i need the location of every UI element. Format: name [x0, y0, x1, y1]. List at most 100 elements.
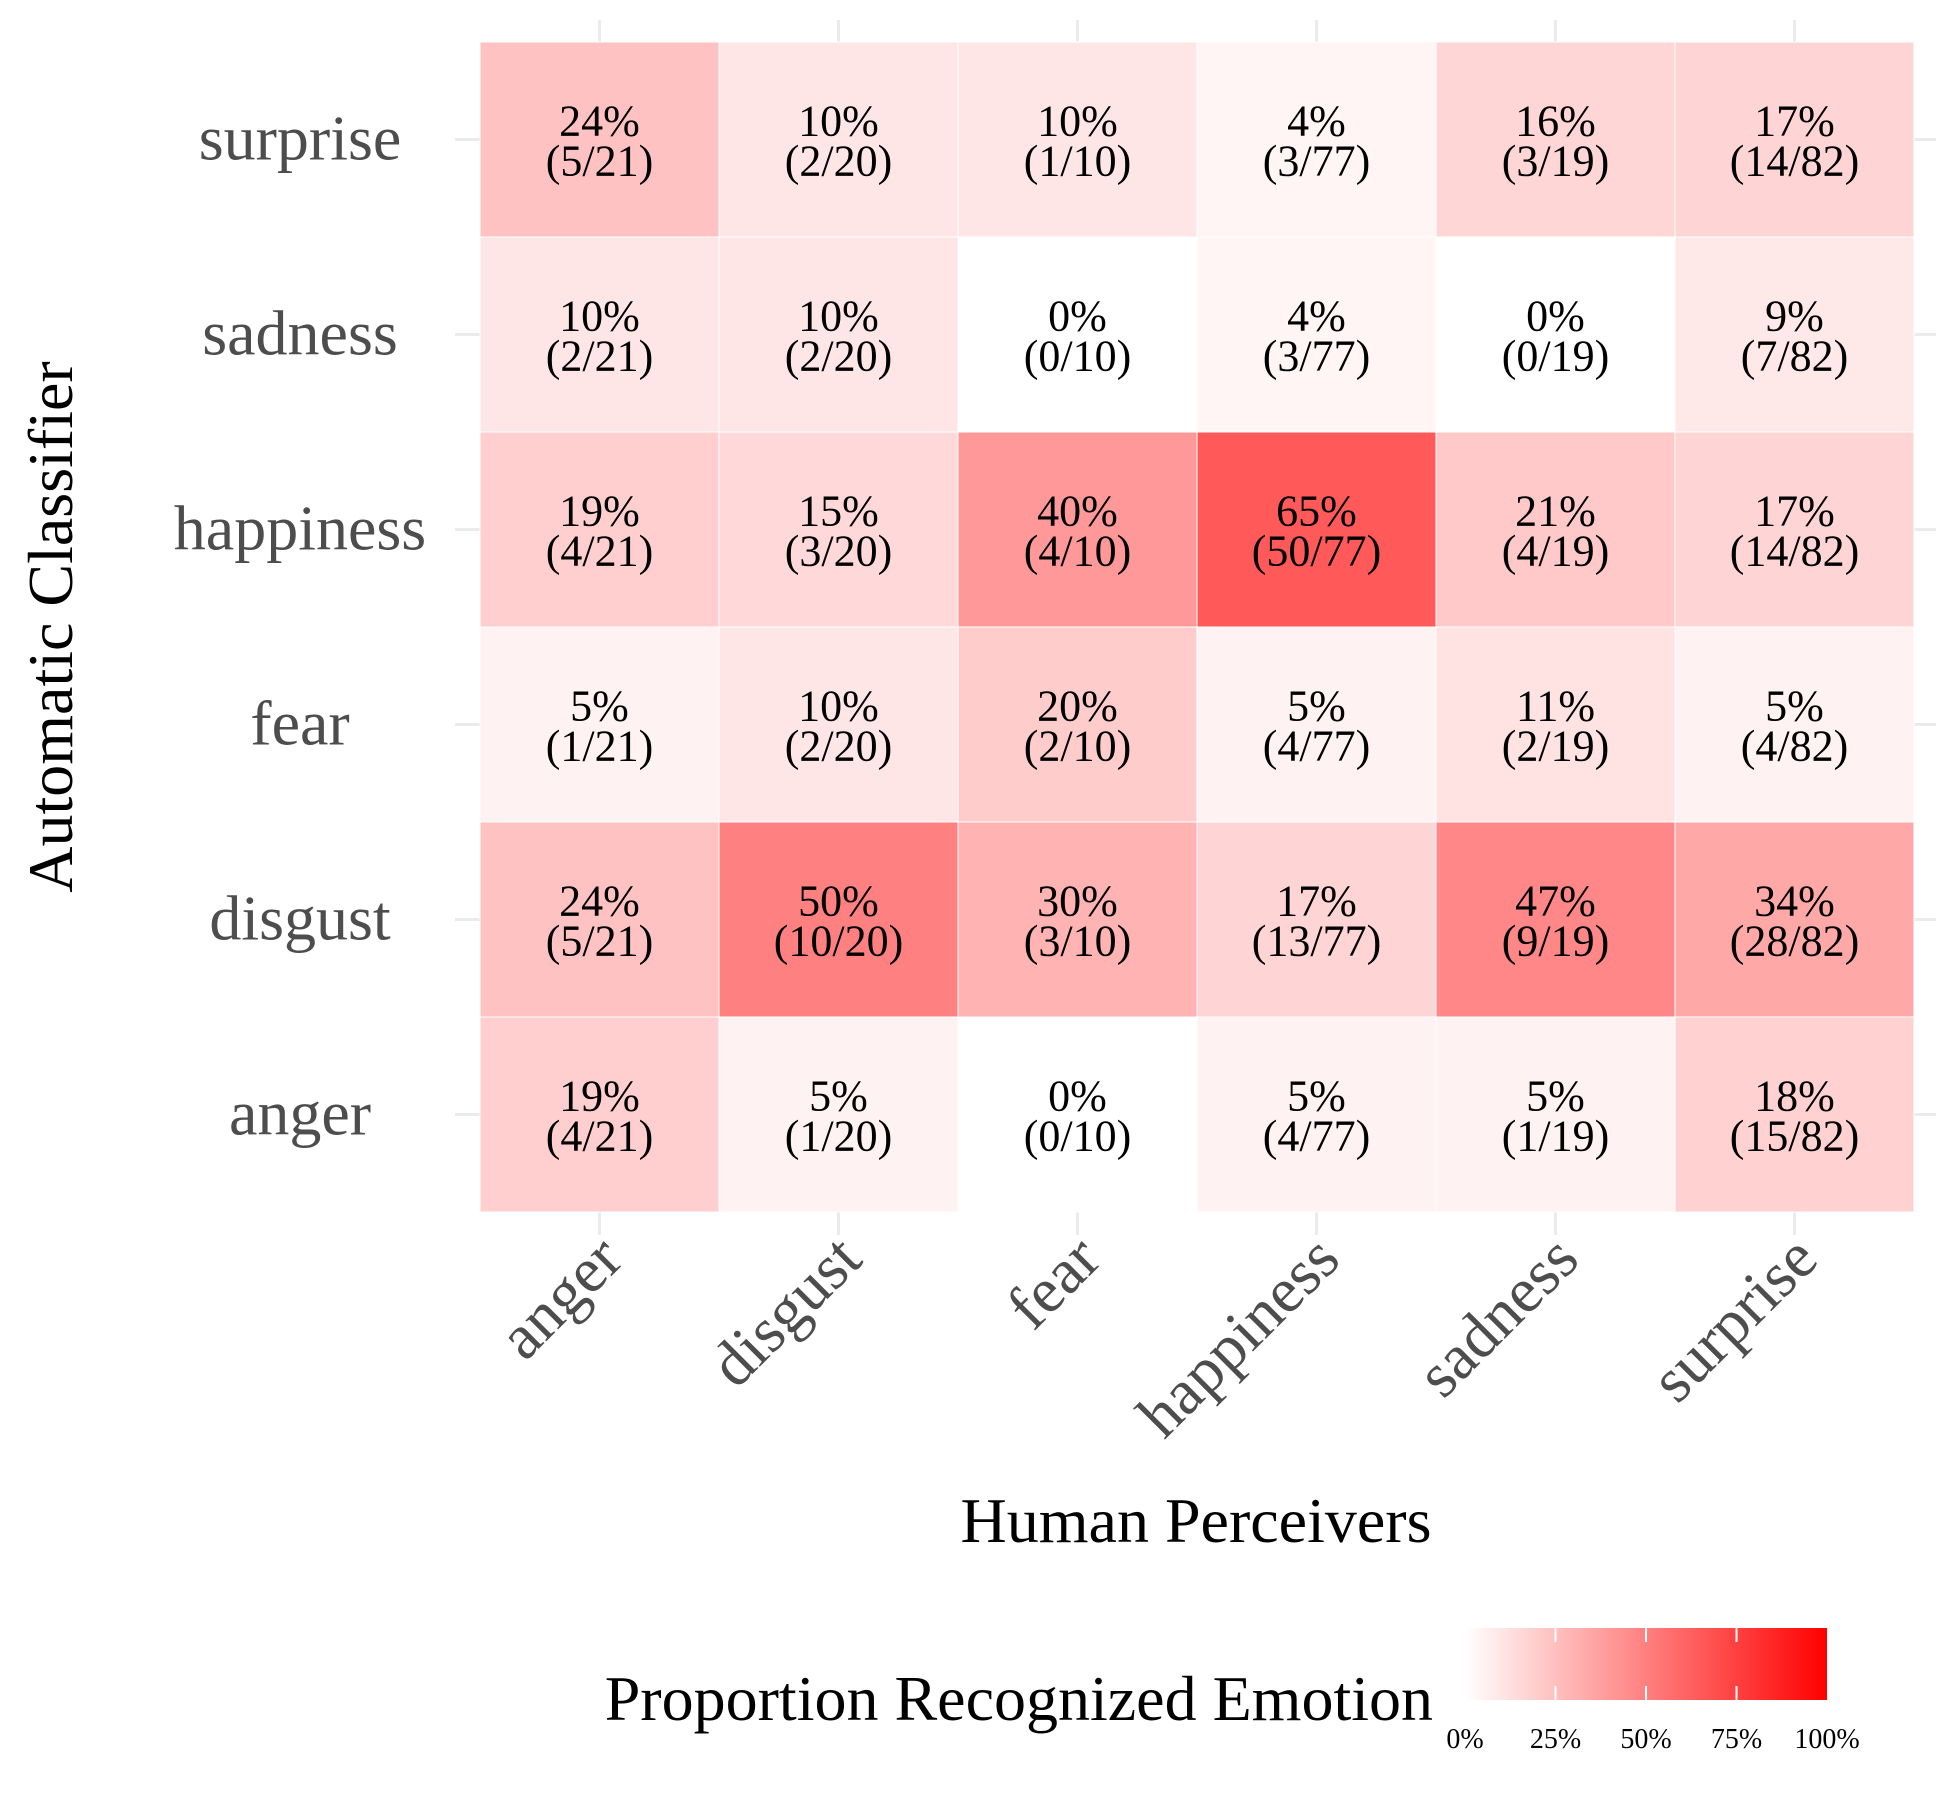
- y-tick-label: sadness: [202, 298, 398, 369]
- cell-percent-label: 5%: [1765, 682, 1824, 731]
- heatmap-cell: 20%(2/10): [957, 626, 1198, 823]
- heatmap-cell-rect: [479, 626, 720, 823]
- cell-percent-label: 5%: [809, 1072, 868, 1121]
- legend-title: Proportion Recognized Emotion: [605, 1663, 1433, 1734]
- y-axis-tick-labels: surprise sadness happiness fear disgust anger: [174, 103, 426, 1149]
- heatmap-cell-rect: [1674, 1016, 1915, 1213]
- legend: Proportion Recognized Emotion 0% 25% 50% 75…: [605, 1628, 1860, 1755]
- heatmap-cell-rect: [1674, 626, 1915, 823]
- heatmap-cell-rect: [957, 431, 1198, 628]
- heatmap-cells: 24%(5/21)10%(2/20)10%(1/10)4%(3/77)16%(3…: [479, 41, 1915, 1213]
- cell-percent-label: 11%: [1516, 682, 1595, 731]
- cell-fraction-label: (2/20): [785, 332, 893, 381]
- heatmap-cell: 0%(0/10): [957, 236, 1198, 433]
- heatmap-cell-rect: [479, 1016, 720, 1213]
- cell-percent-label: 10%: [798, 682, 879, 731]
- heatmap-cell: 18%(15/82): [1674, 1016, 1915, 1213]
- heatmap-cell-rect: [957, 821, 1198, 1018]
- legend-tick-label: 0%: [1446, 1724, 1483, 1755]
- heatmap-cell: 24%(5/21): [479, 821, 720, 1018]
- cell-fraction-label: (5/21): [546, 917, 654, 966]
- heatmap-cell: 19%(4/21): [479, 1016, 720, 1213]
- cell-fraction-label: (4/19): [1502, 527, 1610, 576]
- cell-percent-label: 4%: [1287, 292, 1346, 341]
- cell-fraction-label: (9/19): [1502, 917, 1610, 966]
- x-axis-title: Human Perceivers: [961, 1485, 1432, 1556]
- heatmap-cell-rect: [479, 41, 720, 238]
- heatmap-cell: 47%(9/19): [1435, 821, 1676, 1018]
- cell-percent-label: 17%: [1276, 877, 1357, 926]
- heatmap-cell-rect: [1196, 626, 1437, 823]
- heatmap-cell: 19%(4/21): [479, 431, 720, 628]
- heatmap-cell: 10%(2/20): [718, 236, 959, 433]
- heatmap-cell: 0%(0/19): [1435, 236, 1676, 433]
- heatmap-cell-rect: [1196, 1016, 1437, 1213]
- cell-fraction-label: (4/10): [1024, 527, 1132, 576]
- cell-percent-label: 5%: [1526, 1072, 1585, 1121]
- heatmap-cell-rect: [718, 1016, 959, 1213]
- cell-fraction-label: (2/20): [785, 722, 893, 771]
- heatmap-cell-rect: [1196, 41, 1437, 238]
- cell-fraction-label: (3/10): [1024, 917, 1132, 966]
- y-tick-label: anger: [229, 1078, 371, 1149]
- cell-percent-label: 21%: [1515, 487, 1596, 536]
- cell-percent-label: 17%: [1754, 487, 1835, 536]
- cell-fraction-label: (2/20): [785, 137, 893, 186]
- heatmap-cell-rect: [1674, 236, 1915, 433]
- cell-fraction-label: (0/19): [1502, 332, 1610, 381]
- cell-percent-label: 0%: [1048, 292, 1107, 341]
- cell-fraction-label: (10/20): [774, 917, 904, 966]
- cell-percent-label: 40%: [1037, 487, 1118, 536]
- legend-tick-label: 50%: [1620, 1724, 1671, 1755]
- cell-fraction-label: (1/20): [785, 1112, 893, 1161]
- cell-fraction-label: (2/21): [546, 332, 654, 381]
- heatmap-cell: 50%(10/20): [718, 821, 959, 1018]
- heatmap-cell-rect: [718, 431, 959, 628]
- legend-tick-label: 25%: [1530, 1724, 1581, 1755]
- cell-fraction-label: (3/19): [1502, 137, 1610, 186]
- cell-percent-label: 10%: [559, 292, 640, 341]
- heatmap-cell: 5%(4/77): [1196, 626, 1437, 823]
- cell-fraction-label: (5/21): [546, 137, 654, 186]
- cell-fraction-label: (0/10): [1024, 332, 1132, 381]
- heatmap-cell-rect: [718, 236, 959, 433]
- cell-percent-label: 17%: [1754, 97, 1835, 146]
- cell-percent-label: 5%: [1287, 682, 1346, 731]
- cell-fraction-label: (14/82): [1730, 527, 1860, 576]
- heatmap-cell: 10%(2/20): [718, 41, 959, 238]
- legend-tick-label: 75%: [1711, 1724, 1762, 1755]
- cell-percent-label: 0%: [1048, 1072, 1107, 1121]
- x-tick-label: disgust: [696, 1222, 875, 1401]
- heatmap-cell-rect: [718, 821, 959, 1018]
- cell-percent-label: 19%: [559, 487, 640, 536]
- cell-fraction-label: (1/10): [1024, 137, 1132, 186]
- cell-percent-label: 20%: [1037, 682, 1118, 731]
- cell-fraction-label: (4/77): [1263, 1112, 1371, 1161]
- heatmap-cell-rect: [1435, 1016, 1676, 1213]
- heatmap-cell: 4%(3/77): [1196, 41, 1437, 238]
- cell-percent-label: 47%: [1515, 877, 1596, 926]
- cell-fraction-label: (7/82): [1741, 332, 1849, 381]
- x-axis-tick-labels: anger disgust fear happiness sadness surprise: [485, 1222, 1831, 1451]
- heatmap-cell: 16%(3/19): [1435, 41, 1676, 238]
- legend-tick-label: 100%: [1794, 1724, 1859, 1755]
- cell-percent-label: 5%: [570, 682, 629, 731]
- heatmap-cell-rect: [1196, 431, 1437, 628]
- heatmap-cell-rect: [1674, 821, 1915, 1018]
- y-tick-label: surprise: [199, 103, 402, 174]
- heatmap-cell: 5%(1/21): [479, 626, 720, 823]
- cell-percent-label: 24%: [559, 97, 640, 146]
- cell-percent-label: 5%: [1287, 1072, 1346, 1121]
- heatmap-cell-rect: [957, 626, 1198, 823]
- legend-ticks: 0% 25% 50% 75% 100%: [1446, 1628, 1860, 1755]
- x-tick-label: happiness: [1124, 1222, 1353, 1451]
- cell-fraction-label: (50/77): [1252, 527, 1382, 576]
- heatmap-cell: 17%(13/77): [1196, 821, 1437, 1018]
- cell-percent-label: 15%: [798, 487, 879, 536]
- cell-percent-label: 34%: [1754, 877, 1835, 926]
- heatmap-cell-rect: [479, 431, 720, 628]
- heatmap-cell: 5%(4/77): [1196, 1016, 1437, 1213]
- heatmap-cell-rect: [479, 821, 720, 1018]
- heatmap-cell: 30%(3/10): [957, 821, 1198, 1018]
